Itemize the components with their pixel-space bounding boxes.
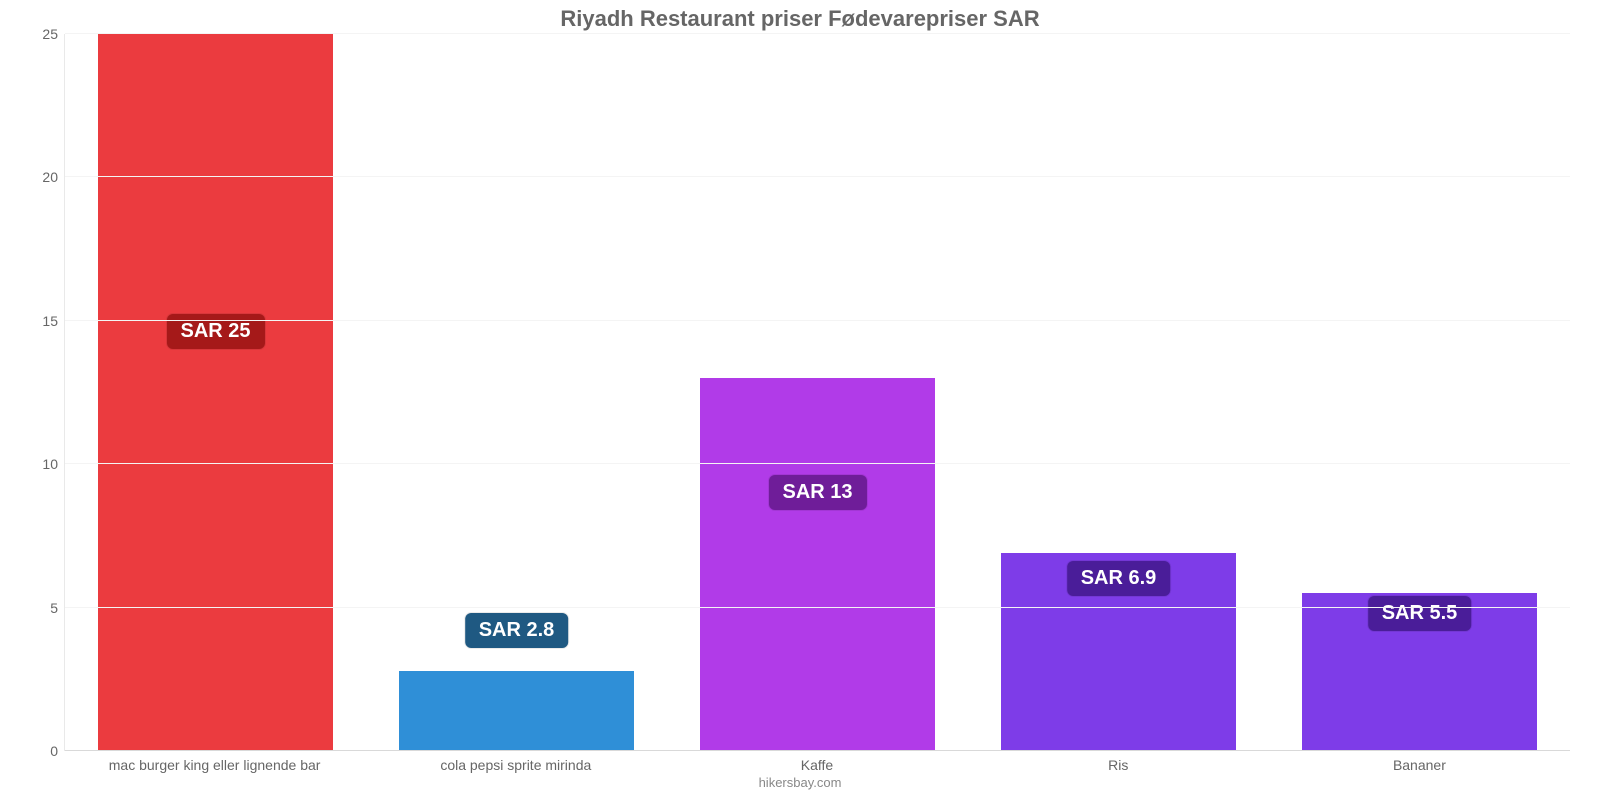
price-bar-chart: Riyadh Restaurant priser Fødevarepriser …	[0, 0, 1600, 800]
x-label: mac burger king eller lignende bar	[64, 751, 365, 773]
x-label: Kaffe	[666, 751, 967, 773]
y-tick: 0	[50, 743, 58, 759]
bars-layer: SAR 25 SAR 2.8 SAR 13 SAR 6.9 SAR 5.5	[65, 34, 1570, 751]
grid-line	[65, 320, 1570, 321]
y-tick: 25	[42, 26, 58, 42]
grid-line	[65, 176, 1570, 177]
bar	[399, 671, 634, 751]
baseline	[65, 750, 1570, 751]
plot-area: SAR 25 SAR 2.8 SAR 13 SAR 6.9 SAR 5.5	[64, 34, 1570, 751]
bar-slot: SAR 25	[65, 34, 366, 751]
x-axis: mac burger king eller lignende barcola p…	[64, 751, 1570, 773]
value-badge: SAR 6.9	[1067, 561, 1171, 596]
bar-slot: SAR 6.9	[968, 34, 1269, 751]
source-label: hikersbay.com	[30, 775, 1570, 790]
y-tick: 15	[42, 313, 58, 329]
bar	[98, 34, 333, 751]
value-badge: SAR 2.8	[465, 613, 569, 648]
grid-line	[65, 607, 1570, 608]
bar-slot: SAR 13	[667, 34, 968, 751]
bar-slot: SAR 2.8	[366, 34, 667, 751]
grid-line	[65, 463, 1570, 464]
y-tick: 10	[42, 456, 58, 472]
value-badge: SAR 5.5	[1368, 596, 1472, 631]
y-axis: 0510152025	[30, 34, 64, 751]
plot-row: 0510152025 SAR 25SAR 2.8SAR 13SAR 6.9SAR…	[30, 34, 1570, 751]
value-badge: SAR 13	[768, 475, 866, 510]
grid-line	[65, 33, 1570, 34]
x-label: cola pepsi sprite mirinda	[365, 751, 666, 773]
x-label: Ris	[968, 751, 1269, 773]
chart-title: Riyadh Restaurant priser Fødevarepriser …	[30, 6, 1570, 32]
bar	[700, 378, 935, 751]
x-label: Bananer	[1269, 751, 1570, 773]
bar-slot: SAR 5.5	[1269, 34, 1570, 751]
y-tick: 5	[50, 600, 58, 616]
y-tick: 20	[42, 169, 58, 185]
